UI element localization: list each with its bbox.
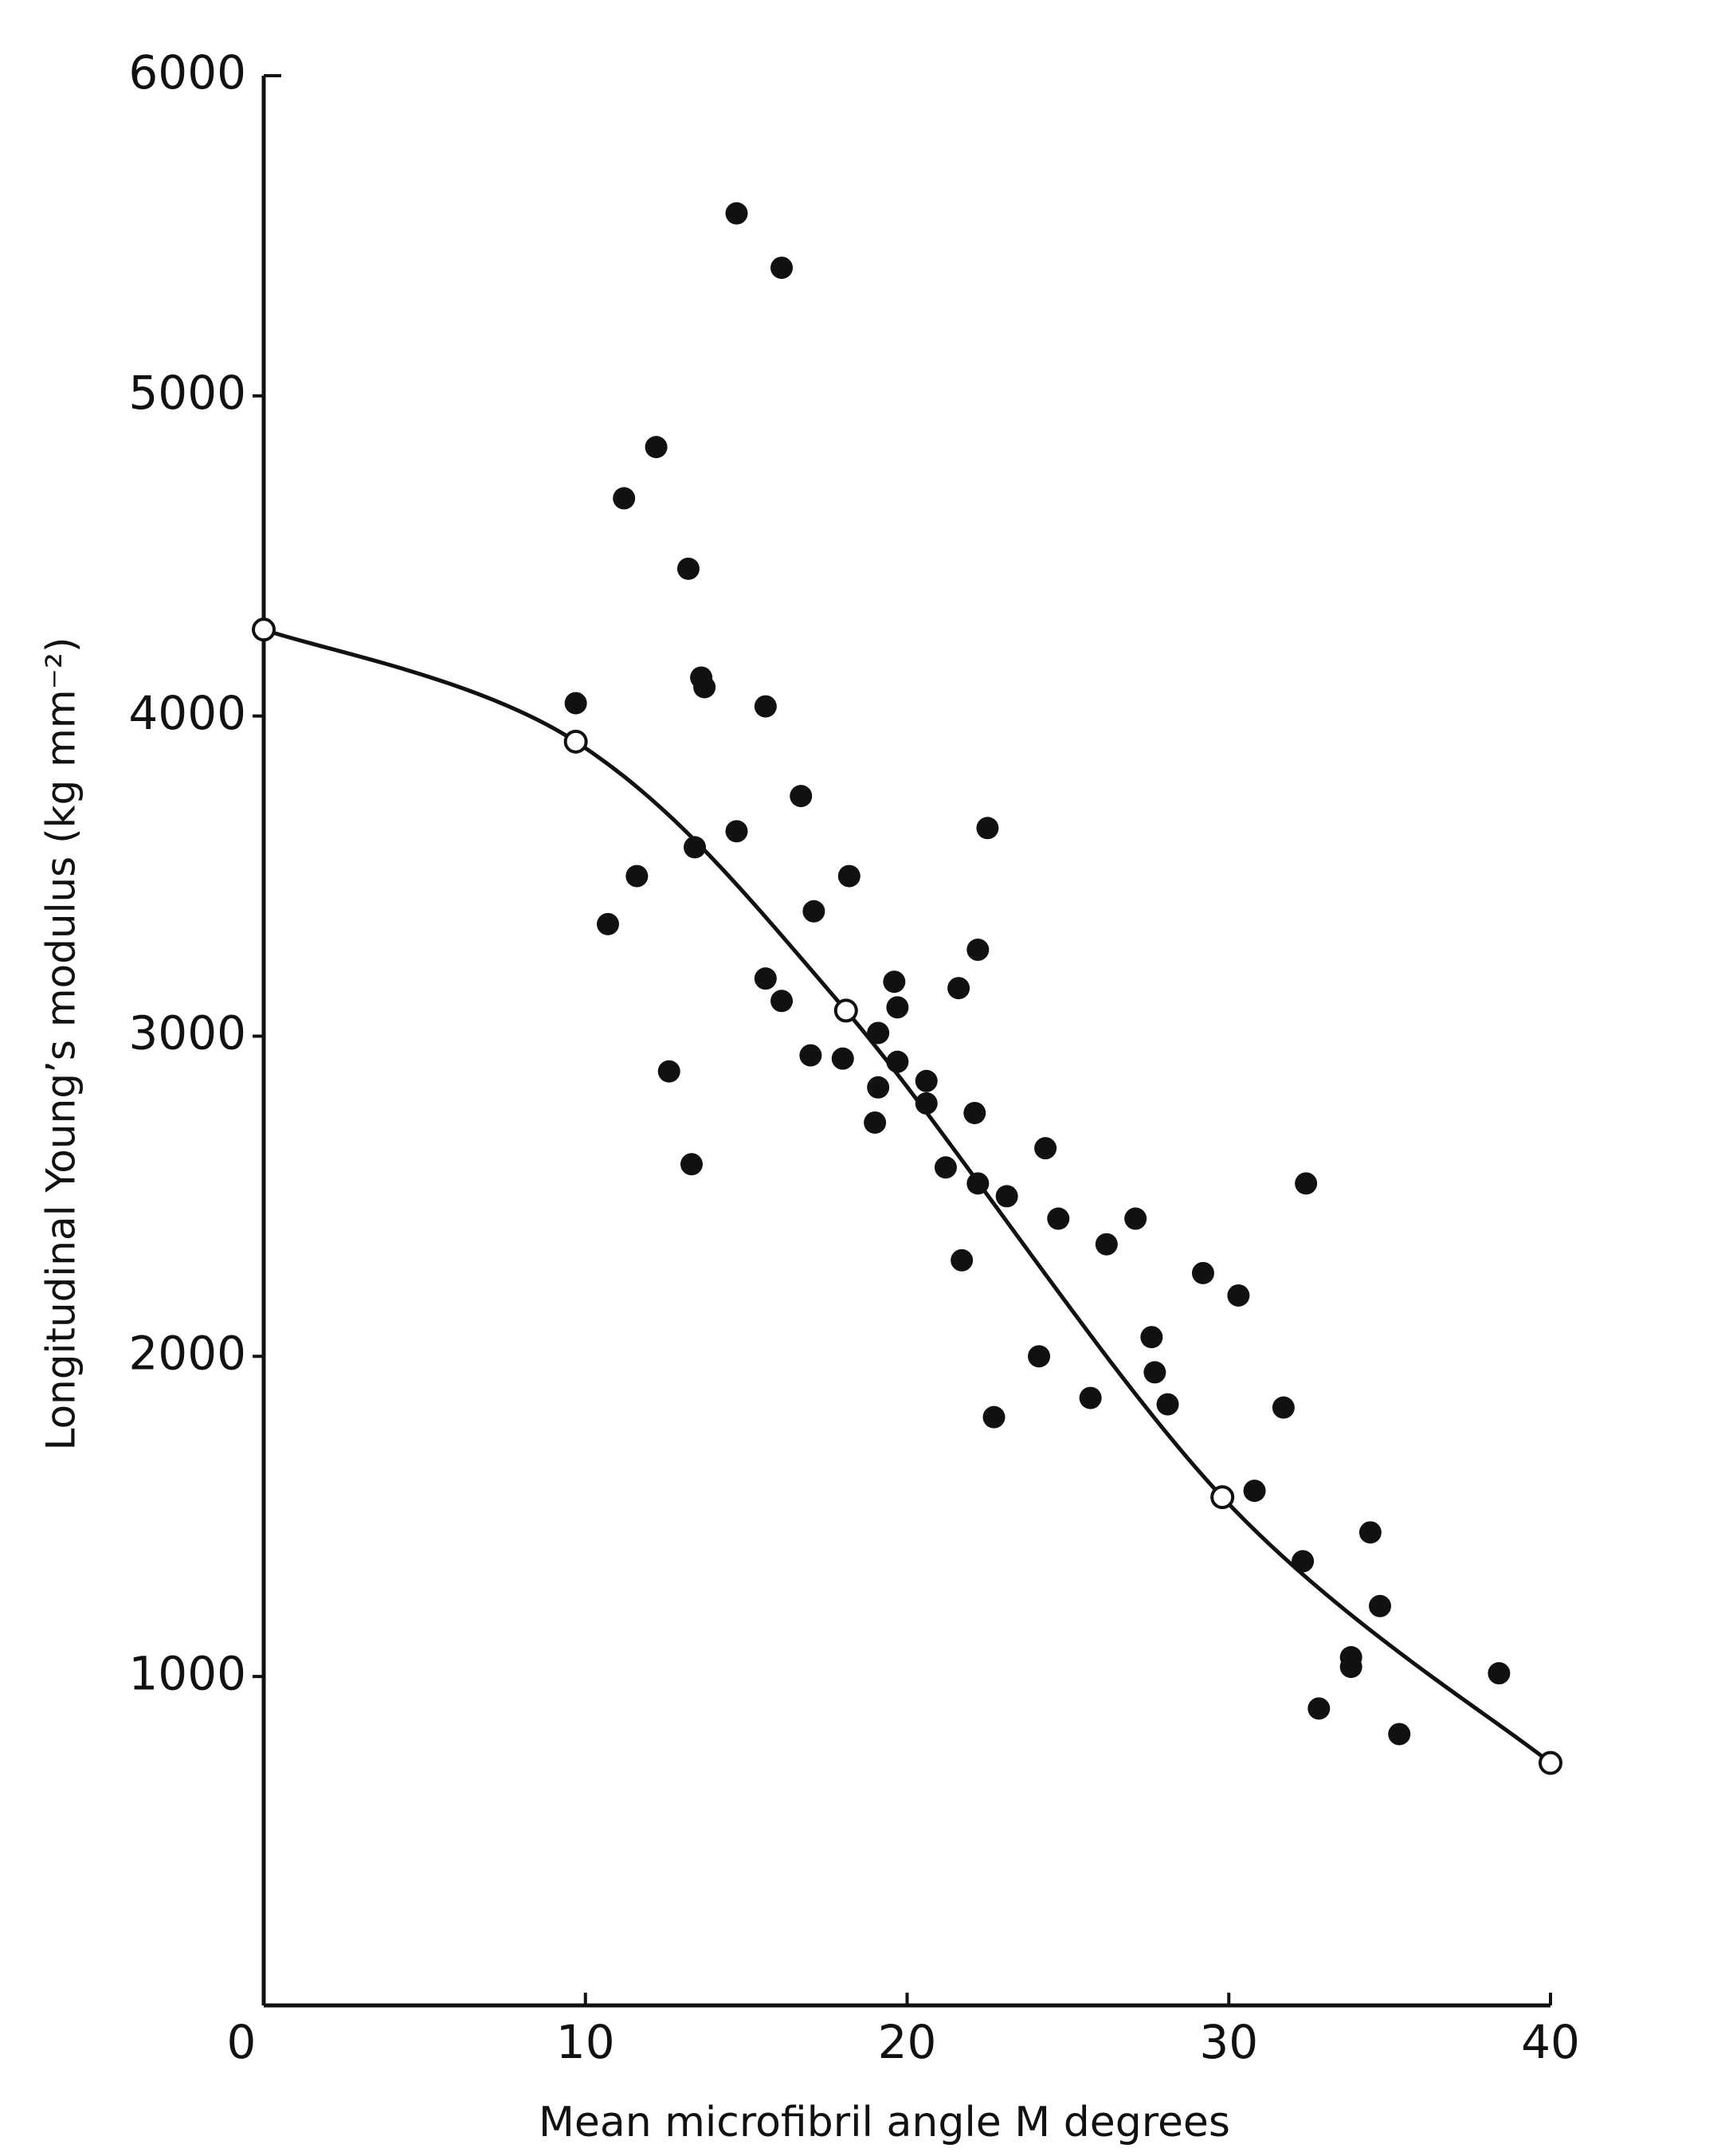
data-point (1095, 1233, 1118, 1256)
data-point (1140, 1326, 1163, 1349)
data-point (934, 1156, 957, 1179)
data-point (1191, 1261, 1214, 1284)
data-point (951, 1249, 974, 1272)
data-point (976, 817, 999, 840)
data-point (625, 864, 649, 888)
data-point (564, 692, 587, 715)
data-point (725, 820, 748, 843)
open-point (563, 729, 588, 754)
data-point (1307, 1697, 1331, 1720)
data-point (802, 900, 825, 923)
data-point (886, 996, 909, 1019)
data-point (1079, 1386, 1102, 1409)
data-point (770, 257, 794, 280)
data-point (597, 912, 620, 935)
x-tick-label: 20 (878, 2015, 937, 2069)
data-point (725, 202, 748, 225)
x-tick-label: 40 (1521, 2015, 1580, 2069)
data-point (963, 1101, 986, 1124)
y-tick-label: 5000 (128, 366, 246, 420)
data-point (645, 436, 668, 459)
x-axis-label: Mean microfibril angle M degrees (539, 2099, 1230, 2146)
data-point (1227, 1284, 1250, 1307)
data-point (1388, 1723, 1411, 1746)
data-point (915, 1092, 938, 1115)
data-point (1339, 1656, 1362, 1679)
y-axis-label: Longitudinal Young’s modulus (kg mm⁻²) (38, 637, 84, 1450)
data-point (982, 1405, 1006, 1429)
data-point (657, 1060, 680, 1083)
data-point (1047, 1207, 1070, 1230)
open-point (252, 617, 276, 642)
data-point (947, 977, 970, 1000)
data-point (915, 1069, 938, 1092)
y-tick-label: 1000 (128, 1646, 246, 1700)
data-point (864, 1111, 887, 1134)
data-point (1243, 1480, 1266, 1503)
data-point (1272, 1396, 1295, 1419)
data-point (676, 557, 700, 580)
data-point (831, 1047, 854, 1070)
data-point (684, 836, 707, 859)
open-point (833, 998, 858, 1023)
data-point (1143, 1361, 1166, 1384)
data-point (883, 970, 906, 994)
data-point (867, 1021, 890, 1045)
data-point (1034, 1137, 1057, 1160)
data-point (770, 990, 794, 1013)
data-point (995, 1185, 1018, 1208)
data-point (693, 676, 716, 699)
y-tick-label: 2000 (128, 1326, 246, 1380)
data-point (680, 1153, 703, 1176)
data-point (1028, 1345, 1051, 1368)
data-point (754, 695, 777, 718)
data-point (754, 967, 777, 990)
data-point (1124, 1207, 1147, 1230)
y-tick-label: 6000 (128, 45, 246, 100)
y-tick-label: 4000 (128, 686, 246, 740)
x-tick-label: 0 (227, 2015, 257, 2069)
data-point (1369, 1594, 1392, 1617)
x-tick-label: 10 (556, 2015, 615, 2069)
data-point (837, 864, 860, 888)
data-point (1488, 1662, 1511, 1685)
data-point (1292, 1550, 1315, 1573)
data-point (1358, 1521, 1382, 1544)
data-point (1295, 1172, 1318, 1195)
data-point (799, 1044, 822, 1067)
x-tick-label: 30 (1199, 2015, 1258, 2069)
data-point (613, 487, 636, 510)
y-tick-label: 3000 (128, 1006, 246, 1060)
open-point (1539, 1750, 1562, 1775)
data-point (966, 939, 990, 962)
open-point (1210, 1485, 1235, 1510)
data-point (867, 1076, 890, 1099)
data-point (1156, 1393, 1179, 1416)
data-point (790, 785, 813, 808)
fit-curve (263, 627, 1552, 1765)
